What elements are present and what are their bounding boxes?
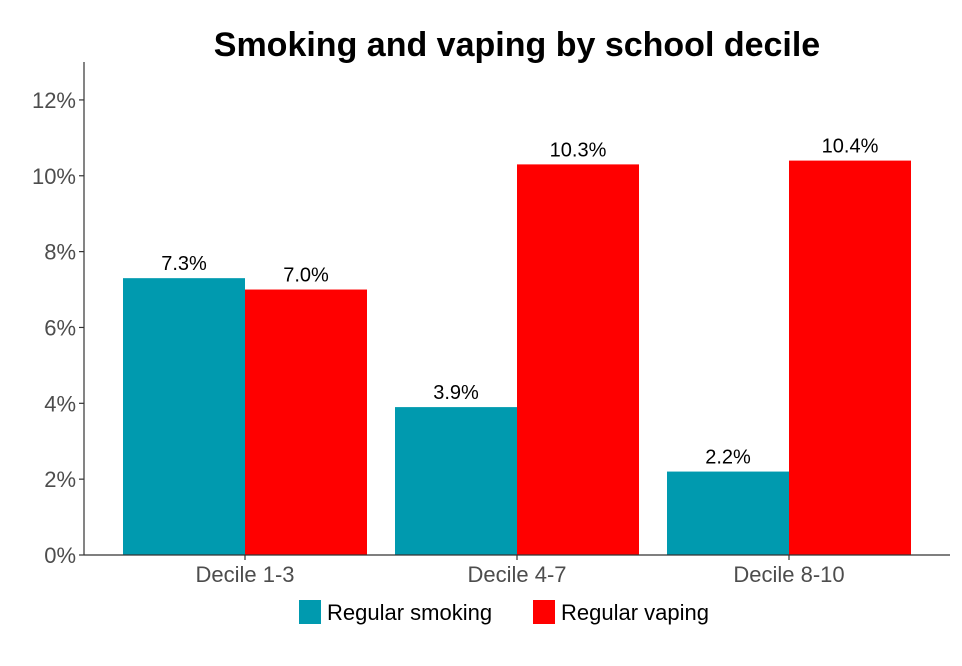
bar-vaping (517, 164, 639, 555)
y-axis-ticks: 0% 2% 4% 6% 8% 10% 12% (32, 88, 84, 568)
y-tick-label: 6% (44, 315, 76, 340)
bar-vaping (789, 160, 911, 555)
y-tick-label: 10% (32, 164, 76, 189)
y-tick-label: 12% (32, 88, 76, 113)
legend-swatch-vaping (533, 600, 555, 624)
bar-smoking (667, 471, 789, 555)
bar-value-label: 10.4% (822, 136, 879, 158)
x-tick-label: Decile 8-10 (733, 562, 844, 587)
bar-value-label: 10.3% (550, 139, 607, 161)
legend-label-vaping: Regular vaping (561, 600, 709, 625)
legend: Regular smoking Regular vaping (299, 600, 709, 625)
legend-label-smoking: Regular smoking (327, 600, 492, 625)
y-tick-label: 2% (44, 467, 76, 492)
y-tick-label: 8% (44, 240, 76, 265)
bar-labels-group: 7.3% 7.0% 3.9% 10.3% 2.2% 10.4% (161, 136, 878, 469)
bar-smoking (123, 278, 245, 555)
legend-swatch-smoking (299, 600, 321, 624)
bar-vaping (245, 289, 367, 555)
y-tick-label: 4% (44, 391, 76, 416)
bar-smoking (395, 407, 517, 555)
x-axis-ticks: Decile 1-3 Decile 4-7 Decile 8-10 (195, 555, 845, 587)
bar-value-label: 7.0% (283, 265, 329, 287)
bar-value-label: 7.3% (161, 253, 207, 275)
y-tick-label: 0% (44, 543, 76, 568)
x-tick-label: Decile 1-3 (195, 562, 294, 587)
bar-value-label: 3.9% (433, 382, 479, 404)
x-tick-label: Decile 4-7 (467, 562, 566, 587)
bars-group (123, 160, 911, 555)
chart-title: Smoking and vaping by school decile (214, 26, 820, 64)
bar-value-label: 2.2% (705, 447, 751, 469)
